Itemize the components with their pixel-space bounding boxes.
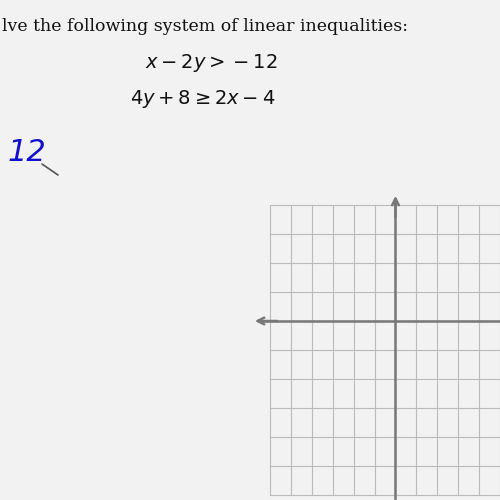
Text: 12: 12 xyxy=(8,138,47,167)
Text: lve the following system of linear inequalities:: lve the following system of linear inequ… xyxy=(2,18,408,35)
Text: $4y+8\geq 2x-4$: $4y+8\geq 2x-4$ xyxy=(130,88,276,110)
Text: $x-2y>-12$: $x-2y>-12$ xyxy=(145,52,278,74)
